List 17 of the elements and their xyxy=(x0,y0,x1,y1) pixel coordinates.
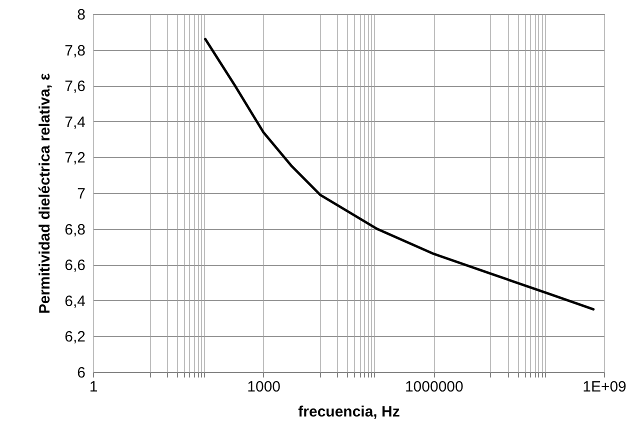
y-tick-label: 6,2 xyxy=(64,328,86,346)
y-tick-label: 6,4 xyxy=(64,292,86,310)
y-tick-label: 8 xyxy=(77,6,86,24)
x-tick-label: 1000 xyxy=(247,378,281,396)
y-tick-label: 7 xyxy=(77,186,86,202)
x-tick-label: 1000000 xyxy=(404,378,464,396)
y-tick-label: 6 xyxy=(77,364,86,382)
x-tick-label: 1 xyxy=(89,378,98,396)
x-tick-label: 1E+09 xyxy=(582,378,626,396)
x-axis-title: frecuencia, Hz xyxy=(298,404,400,420)
y-tick-label: 7,6 xyxy=(64,78,86,96)
y-tick-label: 7,4 xyxy=(64,114,86,131)
y-tick-label: 6,8 xyxy=(64,221,86,238)
y-tick-label: 6,6 xyxy=(64,257,86,274)
y-axis-title: Permitividad dieléctrica relativa, ε xyxy=(36,73,54,314)
y-tick-label: 7,8 xyxy=(64,42,86,60)
y-tick-label: 7,2 xyxy=(64,150,86,167)
